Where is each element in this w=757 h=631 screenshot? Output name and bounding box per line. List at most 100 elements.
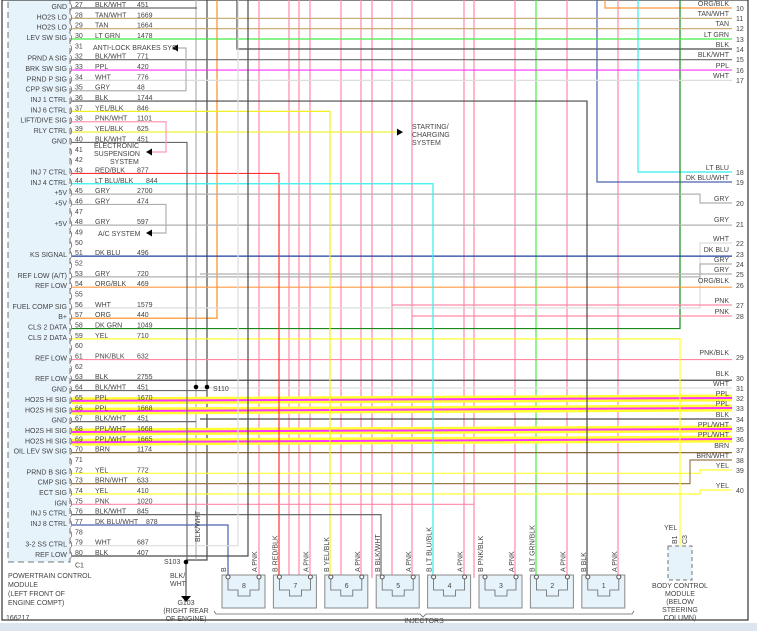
pin-function-label: INJ 5 CTRL <box>30 511 67 518</box>
right-wire-color: YEL <box>716 463 729 470</box>
pin-function-label: PRND P SIG <box>27 76 67 83</box>
bcm-name: COLUMN) <box>664 615 697 622</box>
wire-color-label: YEL/BLK <box>95 105 124 112</box>
pin-number: 53 <box>75 271 83 278</box>
right-wire-color: PPL <box>716 401 729 408</box>
circuit-number: 625 <box>137 126 149 133</box>
right-pin-number: 31 <box>736 386 744 393</box>
wire-pin-79 <box>72 0 239 547</box>
injector-b-label: B <box>221 567 228 572</box>
pin-function-label: HO2S HI SIG <box>25 428 67 435</box>
right-pin-number: 10 <box>736 6 744 13</box>
right-pin-number: 18 <box>736 170 744 177</box>
pin-bracket: ) <box>70 304 72 311</box>
pin-bracket: ) <box>70 335 72 342</box>
wire-color-label: BLK <box>95 95 109 102</box>
injector-body <box>324 574 369 609</box>
injector-number: 2 <box>550 583 554 590</box>
circuit-number: 1668 <box>137 405 153 412</box>
right-pin-number: 21 <box>736 222 744 229</box>
pin-bracket: ) <box>70 56 72 63</box>
pin-function-label: REF LOW <box>35 376 67 383</box>
pin-number: 41 <box>75 147 83 154</box>
pin-function-label: HO2S HI SIG <box>25 438 67 445</box>
circuit-number: 1668 <box>137 426 153 433</box>
pin-bracket: ) <box>70 97 72 104</box>
pin-number: 65 <box>75 395 83 402</box>
circuit-number: 420 <box>137 64 149 71</box>
injector-body <box>272 574 317 609</box>
circuit-number: 776 <box>137 74 149 81</box>
circuit-number: 844 <box>146 178 158 185</box>
circuit-number: 410 <box>137 488 149 495</box>
pin-bracket: ) <box>70 552 72 559</box>
pin-number: 56 <box>75 302 83 309</box>
pin-bracket: ) <box>70 149 72 156</box>
injector-1 <box>581 574 626 609</box>
pin-number: 48 <box>75 219 83 226</box>
injectors-brace <box>213 610 635 618</box>
wire-color-label: GRY <box>95 198 110 205</box>
coil-icon <box>278 578 311 597</box>
right-pin-number: 16 <box>736 68 744 75</box>
pin-number: 46 <box>75 198 83 205</box>
right-wire-color: PPL/WHT <box>698 422 730 429</box>
injector-4 <box>427 574 472 609</box>
circuit-number: 1665 <box>137 436 153 443</box>
pin-bracket: ) <box>70 428 72 435</box>
pin-bracket: ) <box>70 531 72 538</box>
right-pin-number: 29 <box>736 355 744 362</box>
right-pin-number: 23 <box>736 252 744 259</box>
pin-number: 52 <box>75 261 83 268</box>
wire-pin-43 <box>72 172 280 578</box>
injector-a-label: A PNK <box>406 551 413 572</box>
pin-bracket: ) <box>70 169 72 176</box>
pin-number: 47 <box>75 209 83 216</box>
circuit-number: 1579 <box>137 302 153 309</box>
circuit-number: 1101 <box>137 116 152 123</box>
arrow-icon <box>146 148 152 156</box>
right-pin-number: 12 <box>736 26 744 33</box>
bcm-wire-label: YEL <box>664 525 677 532</box>
right-wire-color: LT GRN <box>704 32 729 39</box>
splice-dot-icon <box>193 384 199 390</box>
right-wire-color: BLK/WHT <box>698 52 730 59</box>
pin-bracket: ) <box>70 469 72 476</box>
circuit-number: 407 <box>137 550 149 557</box>
terminal-a-icon <box>410 574 416 580</box>
wire-pin-46 <box>72 203 167 234</box>
wire-color-label: PPL <box>95 395 108 402</box>
circuit-number: 1664 <box>137 23 153 30</box>
circuit-number: 845 <box>137 509 149 516</box>
pin-number: 55 <box>75 292 83 299</box>
injector-3 <box>478 574 523 609</box>
wire-right-18 <box>637 0 732 173</box>
pin-number: 37 <box>75 105 83 112</box>
pin-number: 74 <box>75 488 83 495</box>
bcm-name: MODULE <box>665 591 695 598</box>
pin-function-label: 3-2 SS CTRL <box>25 542 67 549</box>
pin-number: 68 <box>75 426 83 433</box>
injector-b-label: B LT GRN/BLK <box>529 525 536 572</box>
circuit-number: 1744 <box>137 95 153 102</box>
right-wire-color: WHT <box>713 381 730 388</box>
right-wire-color: TAN/WHT <box>698 11 730 18</box>
wire-color-label: RED/BLK <box>95 167 125 174</box>
pin-function-label: INJ 8 CTRL <box>30 521 67 528</box>
wire-right-14 <box>236 0 732 50</box>
wire-pin-57 <box>72 0 218 319</box>
circuit-number: 2755 <box>137 374 153 381</box>
pin-function-label: LEV SW SIG <box>27 35 67 42</box>
pin-number: 39 <box>75 126 83 133</box>
g103-label: (RIGHT REAR <box>163 608 208 615</box>
injector-number: 7 <box>293 583 297 590</box>
pin-bracket: ) <box>70 107 72 114</box>
pin-function-label: RLY CTRL <box>34 128 67 135</box>
terminal-b-icon <box>533 574 539 580</box>
terminal-b-icon <box>379 574 385 580</box>
pin-number: 27 <box>75 2 83 9</box>
terminal-a-icon <box>462 574 468 580</box>
right-wire-color: DK BLU/WHT <box>686 175 730 182</box>
